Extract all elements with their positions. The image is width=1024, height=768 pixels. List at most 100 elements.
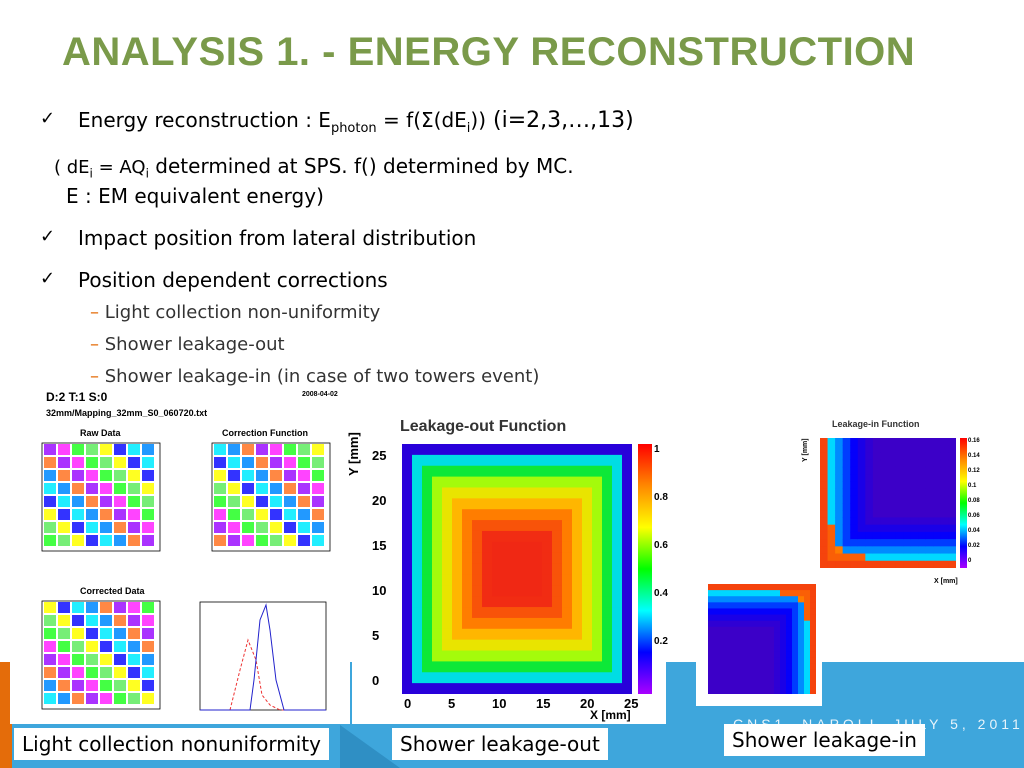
grid-cell xyxy=(114,496,126,507)
heat-cell xyxy=(804,590,811,597)
heat-cell xyxy=(720,596,727,603)
heat-cell xyxy=(850,459,859,468)
heat-cell xyxy=(842,531,851,540)
heat-cell xyxy=(820,524,829,533)
heat-cell xyxy=(532,530,543,543)
heat-cell xyxy=(948,531,956,540)
heat-cell xyxy=(512,552,523,565)
heat-cell xyxy=(412,476,423,488)
grid-cell xyxy=(228,509,240,520)
heat-cell xyxy=(732,632,739,640)
heat-cell xyxy=(732,620,739,628)
grid-cell xyxy=(142,641,154,652)
grid-cell xyxy=(270,457,282,468)
heat-cell xyxy=(948,445,956,453)
heat-cell xyxy=(820,517,829,526)
heat-cell xyxy=(512,465,523,478)
heat-cell xyxy=(910,445,919,453)
heat-cell xyxy=(750,657,757,664)
heat-cell xyxy=(532,607,543,619)
heat-cell xyxy=(726,614,733,622)
ytick-label: 15 xyxy=(372,538,387,553)
heat-cell xyxy=(512,628,523,641)
heat-cell xyxy=(492,498,503,510)
heat-cell xyxy=(780,620,787,628)
heat-cell xyxy=(738,590,745,597)
leakage-in-figure-2 xyxy=(696,580,822,706)
heat-cell xyxy=(888,510,897,518)
heat-cell xyxy=(948,452,956,461)
grid-cell xyxy=(114,628,126,639)
heat-cell xyxy=(412,552,423,565)
heat-cell xyxy=(572,639,583,652)
colorbar-tick: 0.16 xyxy=(968,438,980,444)
grid-cell xyxy=(214,457,226,468)
heat-cell xyxy=(622,574,632,586)
heat-cell xyxy=(422,607,433,619)
heat-cell xyxy=(542,476,553,488)
heat-cell xyxy=(872,495,881,504)
grid-cell xyxy=(44,509,56,520)
heat-cell xyxy=(744,626,751,634)
heat-cell xyxy=(940,517,949,526)
heat-cell xyxy=(865,539,874,547)
heat-cell xyxy=(842,452,851,461)
heat-cell xyxy=(542,661,553,673)
heat-cell xyxy=(542,672,553,684)
heat-cell xyxy=(910,560,919,568)
heat-cell xyxy=(442,444,453,456)
heat-cell xyxy=(572,617,583,630)
heat-cell xyxy=(820,546,829,555)
heat-cell xyxy=(412,672,423,684)
grid-cell xyxy=(128,535,140,546)
heat-cell xyxy=(708,632,715,640)
heat-cell xyxy=(827,524,836,533)
leakage-in-title: Leakage-in Function xyxy=(832,419,920,429)
heat-cell xyxy=(602,552,613,565)
grid-cell xyxy=(86,509,98,520)
heat-cell xyxy=(482,585,493,597)
heat-cell xyxy=(562,650,573,662)
heat-cell xyxy=(522,509,533,521)
heat-cell xyxy=(462,650,473,662)
dash-icon: – xyxy=(90,302,105,323)
heat-cell xyxy=(612,498,623,510)
heat-cell xyxy=(918,459,927,468)
heat-cell xyxy=(762,626,769,634)
grid-cell xyxy=(72,483,84,494)
heat-cell xyxy=(542,454,553,467)
heat-cell xyxy=(850,553,859,562)
ytick-label: 20 xyxy=(372,493,387,508)
heat-cell xyxy=(750,608,757,616)
heat-cell xyxy=(502,607,513,619)
heat-cell xyxy=(422,672,433,684)
heat-cell xyxy=(798,590,805,597)
heat-cell xyxy=(602,672,613,684)
heat-cell xyxy=(768,675,775,683)
grid-cell xyxy=(58,457,70,468)
heat-cell xyxy=(744,687,751,694)
heat-cell xyxy=(442,476,453,488)
heat-cell xyxy=(786,651,793,658)
colorbar-tick: 0.8 xyxy=(654,492,668,503)
raw-data-title: Raw Data xyxy=(80,428,121,438)
heat-cell xyxy=(933,553,942,562)
heat-cell xyxy=(918,560,927,568)
heat-cell xyxy=(422,617,433,630)
grid-cell xyxy=(128,470,140,481)
heat-cell xyxy=(756,657,763,664)
heat-cell xyxy=(918,445,927,453)
grid-cell xyxy=(86,615,98,626)
heat-cell xyxy=(925,452,934,461)
heat-cell xyxy=(810,687,816,694)
heat-cell xyxy=(933,517,942,526)
heat-cell xyxy=(522,552,533,565)
heat-cell xyxy=(462,596,473,608)
heat-cell xyxy=(835,481,844,490)
heat-cell xyxy=(756,663,763,671)
heat-cell xyxy=(572,596,583,608)
heat-cell xyxy=(412,650,423,662)
heat-cell xyxy=(827,481,836,490)
heat-cell xyxy=(462,487,473,499)
heat-cell xyxy=(602,563,613,575)
